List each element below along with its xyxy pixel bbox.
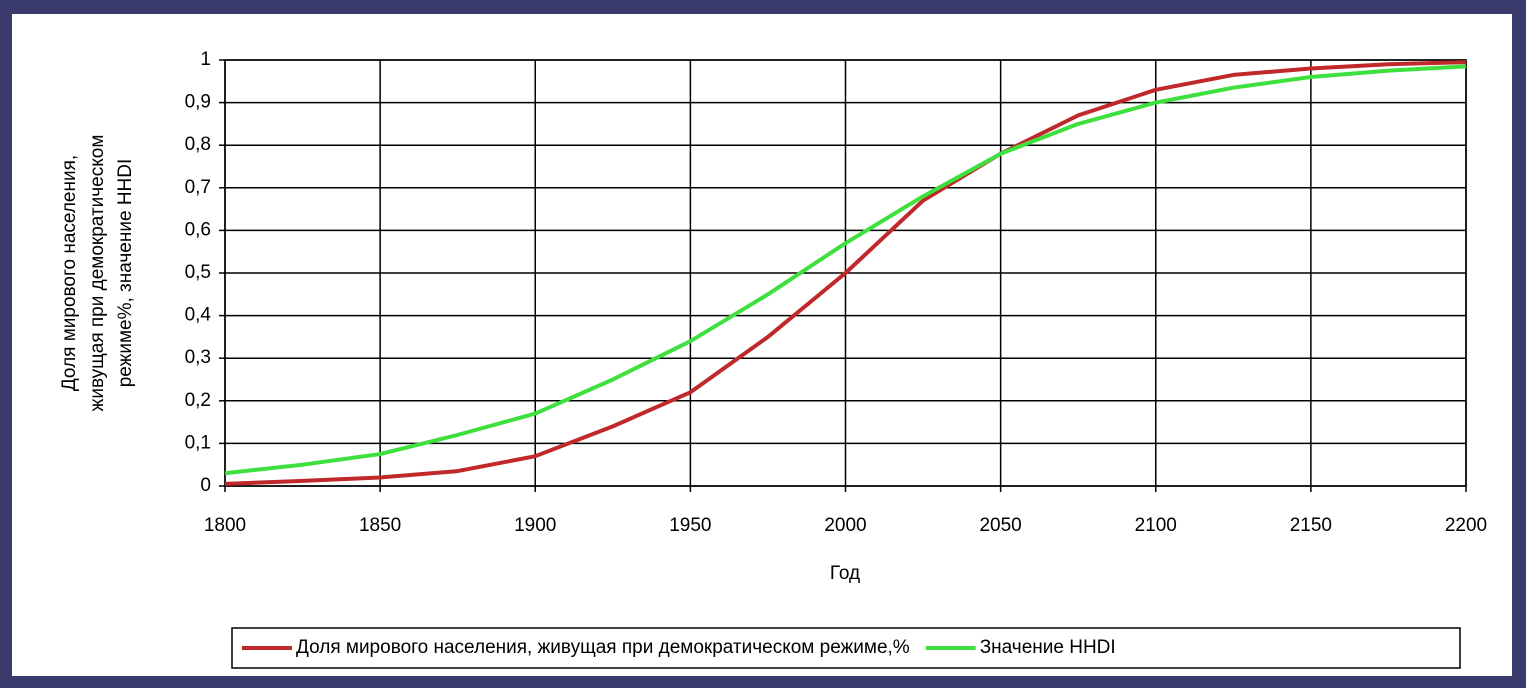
y-tick-label: 0,1: [185, 432, 211, 453]
legend-box: [231, 627, 1461, 669]
line-series: [224, 60, 1467, 486]
x-tick-label: 2150: [1290, 515, 1332, 536]
y-axis-label: режиме%, значение HHDI: [115, 159, 136, 388]
x-tick-label: 2100: [1135, 515, 1177, 536]
y-tick-label: 0,6: [185, 219, 211, 240]
y-axis-label: Доля мирового населения,: [59, 155, 80, 391]
y-tick-label: 0: [200, 475, 211, 496]
x-tick-label: 1850: [359, 515, 401, 536]
y-tick-label: 0,8: [185, 134, 211, 155]
y-tick-label: 0,2: [185, 390, 211, 411]
line-series: [224, 64, 1467, 476]
y-tick-label: 0,4: [185, 305, 212, 326]
x-tick-label: 1900: [514, 515, 556, 536]
x-tick-label: 1800: [204, 515, 246, 536]
y-tick-label: 1: [200, 49, 211, 70]
y-tick-label: 0,3: [185, 347, 211, 368]
legend-label: Значение HHDI: [980, 637, 1116, 658]
x-tick-label: 2000: [824, 515, 866, 536]
y-tick-label: 0,5: [185, 262, 211, 283]
x-axis-label: Год: [830, 563, 860, 584]
x-tick-label: 1950: [669, 515, 711, 536]
y-tick-label: 0,9: [185, 92, 211, 113]
legend-label: Доля мирового населения, живущая при дем…: [296, 637, 910, 658]
x-tick-label: 2200: [1445, 515, 1487, 536]
y-axis-label: живущая при демократическом: [87, 135, 108, 412]
x-tick-label: 2050: [979, 515, 1021, 536]
y-tick-label: 0,7: [185, 177, 211, 198]
